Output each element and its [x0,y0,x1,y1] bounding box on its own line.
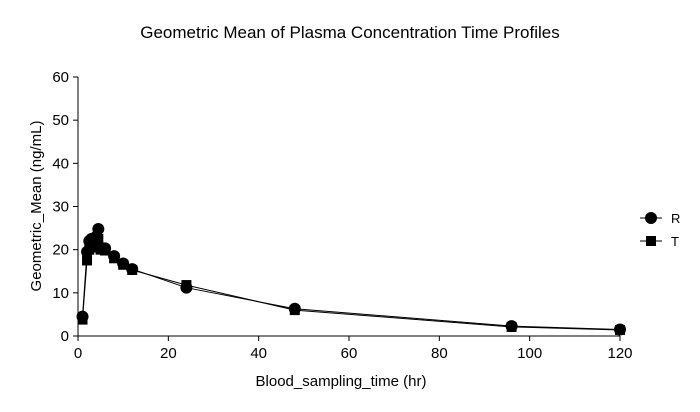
data-point-t [82,255,93,266]
x-tick-label: 80 [431,345,448,362]
legend: RT [640,211,680,249]
y-tick-label: 50 [52,112,69,129]
x-tick-label: 120 [607,345,632,362]
data-point-r [81,245,94,258]
chart-title: Geometric Mean of Plasma Concentration T… [140,23,560,42]
data-point-r [76,310,89,323]
x-axis-label: Blood_sampling_time (hr) [256,373,427,390]
y-tick-label: 30 [52,199,69,216]
x-tick-label: 40 [250,345,267,362]
data-point-r [614,323,626,336]
y-tick-label: 10 [52,285,69,302]
legend-marker-t [646,236,656,246]
data-point-r [108,250,121,263]
x-tick-label: 100 [517,345,542,362]
y-tick-label: 0 [61,328,69,345]
y-axis-label: Geometric_Mean (ng/mL) [28,121,45,292]
series-line-t [82,237,621,331]
x-tick-label: 60 [341,345,358,362]
data-point-r [117,257,130,270]
data-point-r [99,242,112,255]
data-point-r [288,302,301,315]
data-point-r [505,320,518,333]
data-point-r [126,263,139,276]
x-tick-label: 0 [74,345,82,362]
legend-label-t: T [671,234,679,249]
plot-area: 0 10 20 30 40 50 60 0 20 40 60 80 100 120 [52,69,632,362]
legend-marker-r [645,212,657,224]
y-tick-label: 20 [52,242,69,259]
x-tick-label: 20 [160,345,177,362]
data-point-r [180,281,193,294]
y-tick-label: 40 [52,155,69,172]
legend-label-r: R [671,211,680,226]
y-tick-label: 60 [52,69,69,86]
data-point-r [92,222,105,235]
